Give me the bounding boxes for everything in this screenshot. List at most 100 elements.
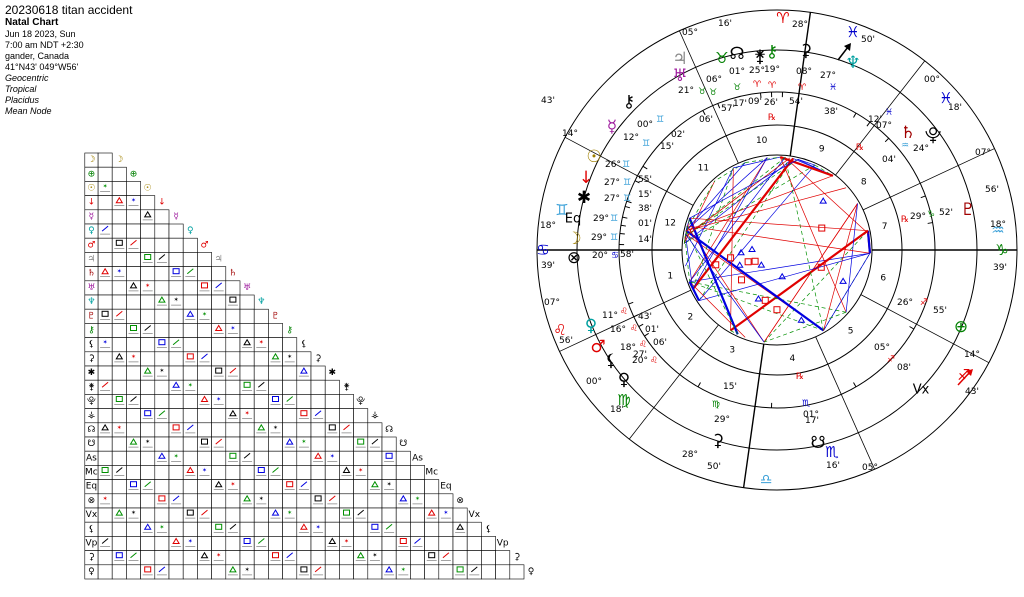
grid-diagonal-label: As (412, 453, 423, 463)
grid-row-label: ⊗ (88, 496, 96, 506)
sign-glyph: ♍ (617, 391, 630, 409)
pholus-degree: 24° (913, 144, 929, 154)
planet-sun: ☉ 26° ♊ 55' (586, 147, 652, 185)
aspect-sextile: ✶ (174, 453, 179, 460)
aspect-semisextile (371, 438, 379, 445)
juno-sign: ♈ (753, 80, 762, 90)
aspect-square-marker (761, 296, 769, 304)
planet-part-fortune-south: ⊗ 20° ♋ 58' (567, 248, 634, 268)
aspect-semisextile (314, 566, 322, 573)
aspect-square (272, 552, 279, 559)
grid-row-label: Vx (86, 510, 98, 520)
aspect-line (763, 230, 869, 343)
mars-glyph: ♂ (590, 337, 605, 357)
aspect-trine (229, 409, 237, 417)
aspect-sextile: ✶ (273, 424, 278, 431)
planet-tick (884, 137, 890, 143)
vesta-lower-glyph: ♀ (618, 370, 630, 390)
aspect-trine (143, 367, 152, 374)
planet-node: ☊ 01° ♉ 17' (729, 44, 747, 109)
lilith-minute: 06' (653, 338, 667, 348)
pluto-glyph: ♇ (960, 200, 975, 220)
sign-glyph: ♈ (776, 9, 789, 27)
planet-mars: ♂ 16° ♌ 01' (590, 324, 659, 357)
saturn-glyph: ♄ (900, 123, 915, 143)
aspect-semisextile (286, 396, 294, 402)
hidalgo-minute: 15' (723, 382, 737, 392)
venus-sign: ♌ (620, 307, 628, 317)
grid-diagonal-label: ⚳ (514, 553, 521, 563)
jupiter-degree: 06° (706, 75, 722, 85)
planet-tick (866, 121, 871, 127)
aspect-semisextile (144, 325, 152, 331)
grid-row-label: ⯓ (87, 396, 96, 407)
vertex-sign: ♐ (887, 355, 895, 365)
planet-tick (642, 165, 648, 170)
aspect-trine (172, 537, 180, 544)
planet-ceres: ⚳ 08° ♈ 54' (789, 41, 812, 107)
aspect-square (357, 438, 365, 445)
aspect-square (115, 239, 123, 246)
planet-mercury: ☿12°♊ 15' (607, 117, 674, 152)
mars-node-glyph: ↓ (579, 168, 593, 188)
aspect-line (797, 159, 815, 166)
mars-node-sign: ♊ (623, 178, 631, 188)
aspect-sextile: ✶ (188, 538, 193, 545)
cusp-minute: 56' (985, 185, 999, 195)
grid-diagonal-label: Mc (425, 468, 438, 478)
aspect-semisextile (158, 566, 166, 573)
aspect-trine-marker (754, 295, 763, 302)
aspect-square-marker (751, 257, 759, 265)
planet-moon: ☽ 29° ♊ 14' (566, 229, 652, 249)
mars-minute: 01' (645, 325, 659, 335)
planet-hidalgo: ⚳ 29° ♍15' (712, 382, 737, 451)
aspect-trine (229, 565, 237, 573)
south-node-degree: 01° (803, 410, 819, 420)
aspect-line (698, 164, 816, 301)
aspect-line (685, 229, 825, 332)
equal-asc-sign: ♊ (610, 214, 618, 224)
planet-tick (759, 92, 762, 98)
grid-diagonal-label: ☽ (115, 155, 123, 165)
planet-part-fortune: ⊕ 26° ♐ 55' (897, 298, 968, 337)
grid-row-label: ⚷ (88, 326, 95, 336)
grid-row-label: ⚸ (88, 524, 95, 534)
aspect-sextile: ✶ (216, 396, 221, 403)
aspect-semisextile (201, 353, 208, 360)
planet-tick (853, 112, 857, 118)
house-number-7: 7 (882, 222, 888, 232)
aspect-semisextile (229, 367, 237, 374)
pluto-minute: 52' (939, 208, 953, 218)
grid-row-label: Eq (86, 482, 97, 492)
aspect-sextile: ✶ (174, 297, 179, 304)
chiron-lower-degree: 00° (637, 120, 653, 130)
cusp-degree: 00° (924, 75, 940, 85)
planet-pluto: ♇ 29° ♑ 52' (910, 200, 976, 222)
aspect-trine (129, 281, 138, 289)
aspect-sextile: ✶ (145, 282, 150, 289)
cusp-degree: 07° (975, 148, 991, 158)
planet-tick (622, 216, 628, 219)
part-fortune-south-minute: 58' (620, 250, 634, 260)
aspect-square (186, 509, 194, 516)
hidalgo-glyph: ⚳ (712, 431, 724, 451)
aspect-semisextile (130, 396, 137, 402)
equal-asc-degree: 29° (593, 214, 609, 224)
grid-label-cell (84, 564, 99, 580)
aspect-sextile: ✶ (245, 410, 250, 417)
house-number-12: 12 (665, 218, 676, 228)
pluto-degree: 29° (910, 212, 926, 222)
aspect-trine-marker (737, 248, 745, 256)
aspect-sextile: ✶ (401, 566, 406, 573)
mercury-sign: ♊ (642, 139, 650, 149)
aspect-line (685, 162, 746, 231)
aspect-line (687, 225, 870, 254)
mars-node-degree: 27° (604, 178, 620, 188)
aspect-square (385, 452, 393, 459)
aspect-square (215, 367, 223, 374)
grid-diagonal-label: ⚷ (286, 326, 293, 336)
aspect-sextile: ✶ (387, 481, 392, 488)
grid-row-label: ↓ (88, 198, 96, 208)
aspect-square-marker (727, 254, 735, 262)
aspect-sextile: ✶ (230, 325, 235, 332)
